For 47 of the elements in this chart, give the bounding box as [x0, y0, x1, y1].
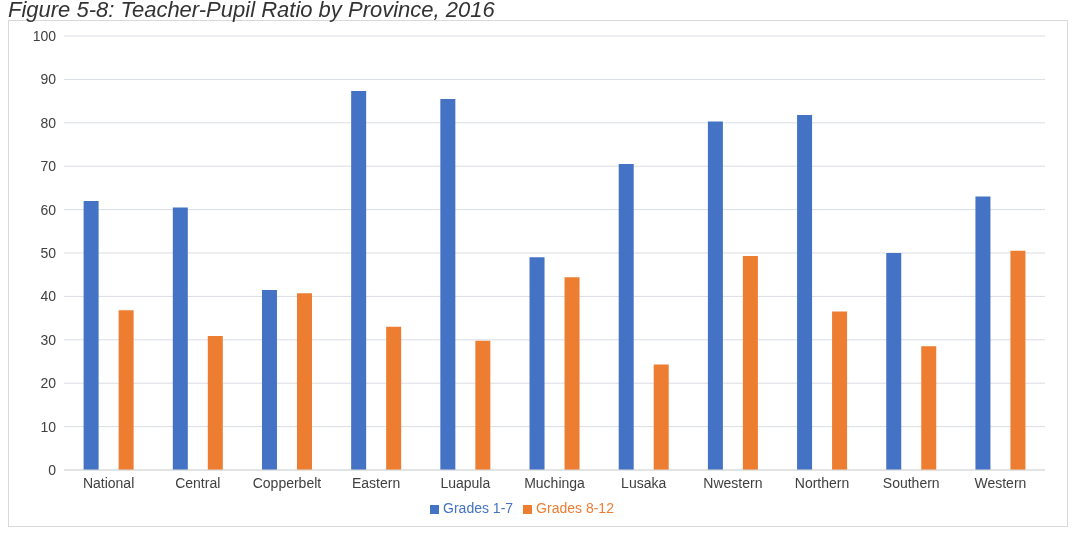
bar — [351, 91, 367, 470]
bar — [83, 200, 99, 470]
bar — [207, 335, 223, 470]
bar — [975, 196, 991, 470]
legend-label: Grades 8-12 — [536, 500, 614, 516]
y-tick-label: 30 — [40, 331, 57, 348]
x-tick-label: Lusaka — [621, 474, 667, 491]
bar — [1010, 250, 1026, 470]
bar — [707, 121, 723, 470]
y-tick-label: 60 — [40, 201, 57, 218]
x-tick-label: National — [82, 474, 135, 491]
y-tick-label: 70 — [40, 158, 57, 175]
y-tick-label: 40 — [40, 288, 57, 305]
x-tick-label: Eastern — [352, 474, 401, 491]
bar — [832, 311, 848, 470]
y-tick-label: 80 — [40, 114, 57, 131]
y-tick-label: 50 — [40, 244, 57, 261]
bar — [618, 164, 634, 470]
bar — [529, 257, 545, 470]
x-tick-label: Nwestern — [703, 474, 763, 491]
bar — [797, 114, 813, 470]
bar — [921, 346, 937, 470]
y-tick-label: 10 — [40, 418, 57, 435]
bar — [296, 293, 312, 470]
bar — [440, 98, 456, 470]
bar — [261, 289, 277, 470]
bar — [653, 364, 669, 470]
bar — [742, 256, 758, 470]
x-tick-label: Copperbelt — [252, 474, 322, 491]
legend-label: Grades 1-7 — [443, 500, 514, 516]
x-tick-label: Western — [974, 474, 1027, 491]
y-tick-label: 0 — [48, 461, 57, 478]
y-tick-label: 90 — [40, 71, 57, 88]
chart-title: Figure 5-8: Teacher-Pupil Ratio by Province, 2016 — [8, 0, 496, 22]
bar — [118, 310, 134, 470]
x-tick-label: Central — [175, 474, 221, 491]
x-tick-label: Muchinga — [524, 474, 586, 491]
y-tick-label: 20 — [40, 375, 57, 392]
bar — [886, 253, 902, 470]
x-tick-label: Southern — [882, 474, 940, 491]
bar — [475, 340, 491, 470]
x-tick-label: Luapula — [440, 474, 491, 491]
y-tick-label: 100 — [32, 27, 57, 44]
bar — [172, 207, 188, 470]
x-tick-label: Northern — [794, 474, 850, 491]
bar — [386, 326, 402, 470]
bar — [564, 277, 580, 470]
